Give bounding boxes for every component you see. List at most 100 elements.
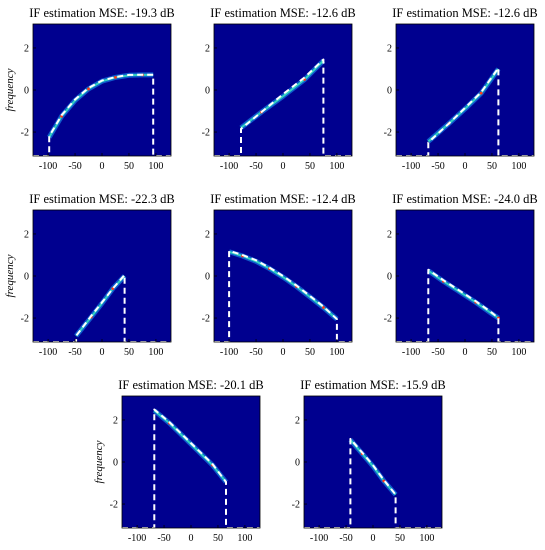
x-tick-label: -50 xyxy=(157,533,170,544)
y-tick-label: 0 xyxy=(113,458,118,469)
chart-title: IF estimation MSE: -12.6 dB xyxy=(392,6,538,20)
y-tick-label: -2 xyxy=(202,128,210,139)
x-tick-label: -50 xyxy=(68,347,81,358)
y-tick-label: 2 xyxy=(24,229,29,240)
plot-area xyxy=(396,24,534,156)
plot-area xyxy=(122,396,260,528)
y-tick-label: 0 xyxy=(387,272,392,283)
x-tick-label: 0 xyxy=(463,161,468,172)
y-tick-label: 2 xyxy=(205,229,210,240)
chart-panel-2: -100 -50 0 50 100 2 0 -2 IF estimation MSE: -12.… xyxy=(202,6,356,172)
estimate-peak-point xyxy=(322,306,325,309)
y-tick-label: -2 xyxy=(384,128,392,139)
y-tick-label: 2 xyxy=(24,43,29,54)
plot-area xyxy=(304,396,442,528)
chart-title: IF estimation MSE: -12.6 dB xyxy=(210,6,356,20)
chart-panel-5: -100 -50 0 50 100 2 0 -2 IF estimation MSE: -12.… xyxy=(202,192,356,358)
chart-title: IF estimation MSE: -24.0 dB xyxy=(392,192,538,206)
ideal-if-line xyxy=(304,437,442,529)
x-tick-label: 100 xyxy=(329,161,344,172)
y-tick-label: -2 xyxy=(292,500,300,511)
ideal-if-line xyxy=(33,73,171,157)
y-tick-label: -2 xyxy=(110,500,118,511)
x-tick-label: 50 xyxy=(305,161,315,172)
x-tick-label: -100 xyxy=(310,533,328,544)
x-tick-label: -50 xyxy=(431,347,444,358)
plot-area xyxy=(33,210,171,342)
x-tick-label: 100 xyxy=(419,533,434,544)
x-tick-label: -100 xyxy=(220,347,238,358)
ideal-if-line xyxy=(396,268,534,343)
x-tick-label: 100 xyxy=(148,347,163,358)
y-axis-label: frequency xyxy=(4,68,16,111)
x-tick-label: 50 xyxy=(124,347,134,358)
x-tick-label: -100 xyxy=(39,347,57,358)
x-tick-label: 0 xyxy=(100,161,105,172)
x-tick-label: 0 xyxy=(189,533,194,544)
x-tick-label: -100 xyxy=(39,161,57,172)
y-tick-label: 0 xyxy=(24,272,29,283)
x-tick-label: 0 xyxy=(371,533,376,544)
y-tick-label: -2 xyxy=(384,314,392,325)
chart-panel-1: -100 -50 0 50 100 2 0 -2 IF estimation MSE: -19.… xyxy=(4,6,175,172)
y-tick-label: 0 xyxy=(387,86,392,97)
x-tick-label: 0 xyxy=(281,347,286,358)
x-tick-label: 100 xyxy=(511,347,526,358)
x-tick-label: -50 xyxy=(339,533,352,544)
y-tick-label: 2 xyxy=(113,415,118,426)
x-tick-label: 0 xyxy=(100,347,105,358)
chart-panel-6: -100 -50 0 50 100 2 0 -2 IF estimation MSE: -24.… xyxy=(384,192,538,358)
x-tick-label: -50 xyxy=(68,161,81,172)
chart-panel-7: -100 -50 0 50 100 2 0 -2 IF estimation MSE: -20.… xyxy=(93,378,264,544)
x-tick-label: 50 xyxy=(124,161,134,172)
estimate-peak-point xyxy=(479,91,483,95)
ideal-if-line xyxy=(33,273,171,343)
x-tick-label: 0 xyxy=(281,161,286,172)
x-tick-label: -100 xyxy=(128,533,146,544)
x-tick-label: -50 xyxy=(431,161,444,172)
chart-panel-4: -100 -50 0 50 100 2 0 -2 IF estimation MSE: -22.… xyxy=(4,192,175,358)
chart-title: IF estimation MSE: -15.9 dB xyxy=(300,378,446,392)
chart-panel-8: -100 -50 0 50 100 2 0 -2 IF estimation MSE: -15.… xyxy=(292,378,446,544)
x-tick-label: 100 xyxy=(237,533,252,544)
y-tick-label: 2 xyxy=(205,43,210,54)
chart-title: IF estimation MSE: -19.3 dB xyxy=(29,6,175,20)
y-axis-label: frequency xyxy=(93,440,105,483)
y-tick-label: 2 xyxy=(387,43,392,54)
chart-title: IF estimation MSE: -20.1 dB xyxy=(118,378,264,392)
y-tick-label: 0 xyxy=(295,458,300,469)
x-tick-label: -50 xyxy=(249,347,262,358)
x-tick-label: -50 xyxy=(249,161,262,172)
plot-area xyxy=(214,24,352,156)
ideal-if-line xyxy=(214,249,352,343)
x-tick-label: -100 xyxy=(402,347,420,358)
y-tick-label: 2 xyxy=(387,229,392,240)
x-tick-label: -100 xyxy=(402,161,420,172)
estimate-peak-point xyxy=(87,87,90,91)
x-tick-label: -100 xyxy=(220,161,238,172)
y-tick-label: -2 xyxy=(21,314,29,325)
plot-area xyxy=(33,24,171,156)
y-axis-label: frequency xyxy=(4,254,16,297)
ideal-if-line xyxy=(122,408,260,529)
x-tick-label: 50 xyxy=(213,533,223,544)
x-tick-label: 50 xyxy=(395,533,405,544)
plot-area xyxy=(396,210,534,342)
y-tick-label: 0 xyxy=(205,272,210,283)
x-tick-label: 50 xyxy=(487,347,497,358)
y-tick-label: -2 xyxy=(202,314,210,325)
y-tick-label: 0 xyxy=(205,86,210,97)
chart-title: IF estimation MSE: -12.4 dB xyxy=(210,192,356,206)
x-tick-label: 50 xyxy=(487,161,497,172)
chart-panel-3: -100 -50 0 50 100 2 0 -2 IF estimation MSE: -12.… xyxy=(384,6,538,172)
y-tick-label: -2 xyxy=(21,128,29,139)
x-tick-label: 50 xyxy=(305,347,315,358)
y-tick-label: 2 xyxy=(295,415,300,426)
y-tick-label: 0 xyxy=(24,86,29,97)
estimate-peak-point xyxy=(114,75,117,79)
x-tick-label: 100 xyxy=(329,347,344,358)
x-tick-label: 0 xyxy=(463,347,468,358)
x-tick-label: 100 xyxy=(511,161,526,172)
x-tick-label: 100 xyxy=(148,161,163,172)
